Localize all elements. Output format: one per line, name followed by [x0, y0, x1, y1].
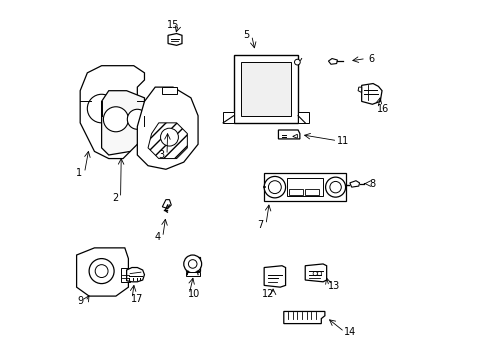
Text: 12: 12	[261, 289, 273, 299]
Text: 3: 3	[158, 150, 164, 160]
Circle shape	[188, 260, 197, 268]
Polygon shape	[148, 123, 187, 158]
Polygon shape	[264, 266, 285, 287]
Circle shape	[329, 181, 341, 193]
Text: 7: 7	[257, 220, 263, 230]
Polygon shape	[137, 87, 198, 169]
Circle shape	[317, 271, 321, 276]
Polygon shape	[283, 311, 324, 324]
Circle shape	[268, 181, 281, 194]
Text: 13: 13	[328, 282, 340, 292]
Polygon shape	[185, 272, 200, 276]
Circle shape	[294, 59, 300, 65]
Circle shape	[325, 177, 345, 197]
Polygon shape	[278, 130, 299, 139]
Text: 8: 8	[368, 179, 375, 189]
Text: 15: 15	[166, 19, 179, 30]
Circle shape	[87, 94, 116, 123]
Circle shape	[95, 265, 108, 278]
Text: 2: 2	[112, 193, 118, 203]
Bar	[233, 55, 298, 123]
Polygon shape	[361, 84, 381, 104]
Polygon shape	[305, 264, 326, 282]
Circle shape	[103, 107, 128, 132]
Circle shape	[312, 271, 317, 276]
Text: 9: 9	[77, 296, 83, 306]
Polygon shape	[264, 173, 346, 202]
Circle shape	[89, 258, 114, 284]
Text: 14: 14	[343, 327, 355, 337]
Polygon shape	[185, 257, 200, 271]
Circle shape	[183, 255, 201, 273]
Circle shape	[160, 128, 178, 146]
Text: 4: 4	[154, 232, 160, 242]
Polygon shape	[349, 181, 359, 187]
Text: 5: 5	[243, 30, 249, 40]
Bar	[288, 189, 303, 195]
Circle shape	[127, 109, 147, 129]
Polygon shape	[357, 87, 361, 93]
Polygon shape	[223, 112, 233, 123]
Circle shape	[116, 98, 137, 119]
Polygon shape	[162, 200, 171, 208]
Polygon shape	[77, 248, 128, 296]
Polygon shape	[328, 59, 337, 64]
Polygon shape	[102, 91, 144, 155]
Text: 10: 10	[188, 289, 200, 299]
Text: 6: 6	[367, 54, 374, 64]
Polygon shape	[80, 66, 144, 158]
Circle shape	[264, 176, 285, 198]
Polygon shape	[298, 112, 308, 123]
Polygon shape	[126, 267, 144, 282]
Bar	[304, 189, 318, 195]
Bar	[121, 267, 130, 282]
Bar	[287, 178, 323, 196]
Bar	[162, 87, 176, 94]
Polygon shape	[292, 134, 297, 138]
Text: 11: 11	[336, 136, 348, 146]
Polygon shape	[168, 33, 182, 45]
Text: 17: 17	[131, 294, 143, 303]
Bar	[241, 62, 290, 116]
Text: 1: 1	[76, 168, 82, 178]
Text: 16: 16	[376, 104, 388, 113]
